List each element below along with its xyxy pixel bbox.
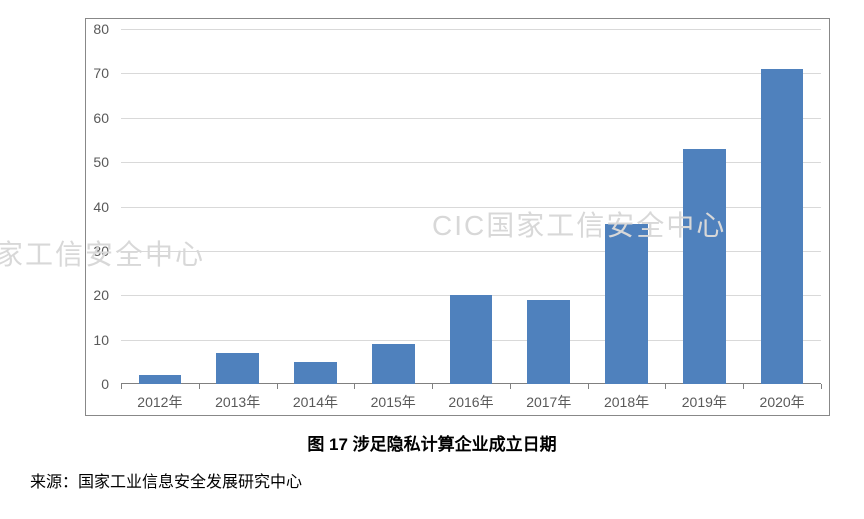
bar [761, 69, 804, 384]
x-tick [354, 384, 355, 389]
x-tick [432, 384, 433, 389]
bar [294, 362, 337, 384]
bar [683, 149, 726, 384]
chart-frame: 010203040506070802012年2013年2014年2015年201… [85, 18, 830, 416]
y-tick-label: 80 [79, 21, 109, 37]
x-tick-label: 2015年 [371, 392, 416, 412]
y-tick-label: 0 [79, 376, 109, 392]
gridline [121, 118, 821, 119]
bar [139, 375, 182, 384]
x-tick-label: 2018年 [604, 392, 649, 412]
x-tick [277, 384, 278, 389]
x-tick [588, 384, 589, 389]
y-tick-label: 60 [79, 110, 109, 126]
x-tick-label: 2014年 [293, 392, 338, 412]
x-tick [743, 384, 744, 389]
bar [605, 224, 648, 384]
y-tick-label: 20 [79, 287, 109, 303]
bar [372, 344, 415, 384]
y-tick-label: 30 [79, 243, 109, 259]
gridline [121, 29, 821, 30]
gridline [121, 73, 821, 74]
bar [450, 295, 493, 384]
plot-area: 010203040506070802012年2013年2014年2015年201… [121, 29, 821, 384]
x-tick-label: 2020年 [760, 392, 805, 412]
y-tick-label: 70 [79, 65, 109, 81]
bar [216, 353, 259, 384]
figure-caption: 图 17 涉足隐私计算企业成立日期 [0, 430, 864, 455]
bar [527, 300, 570, 384]
x-tick-label: 2019年 [682, 392, 727, 412]
source-line: 来源：国家工业信息安全发展研究中心 [30, 468, 302, 492]
y-tick-label: 50 [79, 154, 109, 170]
source-prefix: 来源： [30, 474, 78, 491]
source-text: 国家工业信息安全发展研究中心 [78, 474, 302, 491]
x-tick [199, 384, 200, 389]
x-tick-label: 2012年 [137, 392, 182, 412]
x-tick [821, 384, 822, 389]
x-tick [665, 384, 666, 389]
y-tick-label: 10 [79, 332, 109, 348]
x-tick-label: 2013年 [215, 392, 260, 412]
x-tick-label: 2016年 [448, 392, 493, 412]
x-tick [510, 384, 511, 389]
x-tick-label: 2017年 [526, 392, 571, 412]
x-tick [121, 384, 122, 389]
y-tick-label: 40 [79, 199, 109, 215]
